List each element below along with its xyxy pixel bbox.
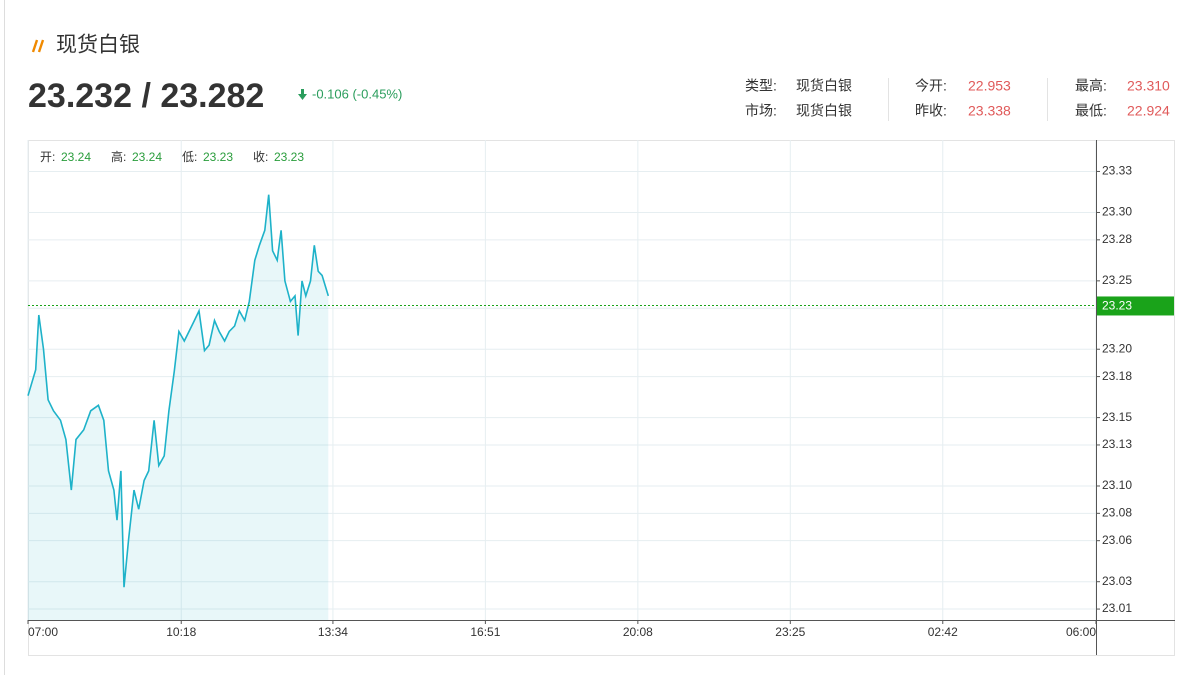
info-label: 类型: <box>745 78 777 94</box>
x-tick-label: 07:00 <box>28 625 58 639</box>
y-tick-label: 23.06 <box>1102 533 1132 547</box>
y-tick-label: 23.20 <box>1102 341 1132 355</box>
ohlc-label: 开: <box>40 150 55 164</box>
ohlc-value: 23.24 <box>61 150 91 164</box>
info-value: 22.953 <box>968 78 1011 94</box>
y-tick-label: 23.13 <box>1102 437 1132 451</box>
info-value: 23.338 <box>968 103 1011 119</box>
change: -0.106 (-0.45%) <box>312 86 402 101</box>
x-tick-label: 10:18 <box>166 625 196 639</box>
y-tick-label: 23.33 <box>1102 164 1132 178</box>
y-tick-label: 23.10 <box>1102 478 1132 492</box>
last-price-box <box>1097 296 1174 316</box>
y-tick-label: 23.25 <box>1102 273 1132 287</box>
y-tick-label: 23.03 <box>1102 574 1132 588</box>
y-tick-label: 23.18 <box>1102 369 1132 383</box>
area <box>28 194 329 620</box>
info: 类型: 现货白银 今开: 22.953 最高: 23.310 市场: 现货白银 … <box>745 78 1170 121</box>
ohlc: 开: 23.24 高: 23.24 低: 23.23 收: 23.23 <box>40 149 304 164</box>
info-label: 昨收: <box>915 103 947 119</box>
info-value: 现货白银 <box>796 78 852 94</box>
info-label: 今开: <box>915 78 947 94</box>
y-tick-label: 23.01 <box>1102 601 1132 615</box>
last-price-label: 23.23 <box>1102 299 1132 313</box>
x-tick-label: 02:42 <box>928 625 958 639</box>
x-tick-label: 06:00 <box>1066 625 1096 639</box>
y-tick-label: 23.30 <box>1102 205 1132 219</box>
x-tick-label: 13:34 <box>318 625 348 639</box>
line <box>27 194 330 588</box>
tick-labels: 23.33 23.30 23.28 23.25 23.23 23.20 23.18 23.15… <box>28 164 1174 639</box>
ohlc-value: 23.23 <box>274 150 304 164</box>
y-tick-label: 23.08 <box>1102 506 1132 520</box>
info-value: 现货白银 <box>796 103 852 119</box>
info-label: 市场: <box>745 103 777 119</box>
x-tick-label: 20:08 <box>623 625 653 639</box>
down-arrow <box>298 89 307 100</box>
x-tick-label: 16:51 <box>470 625 500 639</box>
axes <box>28 140 1175 655</box>
info-label: 最低: <box>1075 103 1107 119</box>
plot <box>27 194 1096 620</box>
y-tick-label: 23.15 <box>1102 410 1132 424</box>
info-value: 22.924 <box>1127 103 1170 119</box>
ohlc-label: 低: <box>182 150 197 164</box>
price: 23.232 / 23.282 <box>28 77 264 115</box>
info-value: 23.310 <box>1127 78 1170 94</box>
title-icon <box>31 39 45 53</box>
x-tick-label: 23:25 <box>775 625 805 639</box>
ohlc-value: 23.23 <box>203 150 233 164</box>
ohlc-value: 23.24 <box>132 150 162 164</box>
title: 现货白银 <box>56 34 140 57</box>
ohlc-label: 收: <box>253 150 268 164</box>
y-tick-label: 23.28 <box>1102 232 1132 246</box>
ohlc-label: 高: <box>111 149 126 164</box>
info-label: 最高: <box>1075 78 1107 94</box>
